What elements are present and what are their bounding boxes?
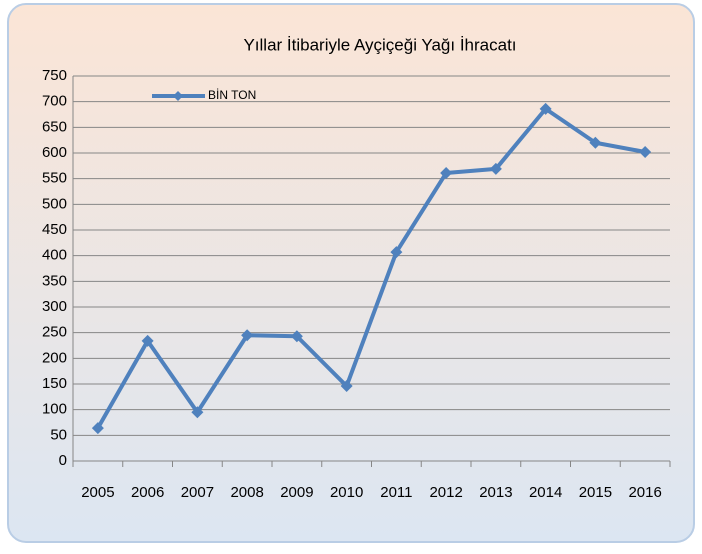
x-tick-label: 2015: [579, 484, 612, 501]
legend-label: BİN TON: [208, 88, 256, 102]
data-point: [290, 330, 303, 343]
data-point: [639, 145, 652, 158]
y-tick-label: 300: [42, 298, 67, 315]
y-tick-label: 150: [42, 375, 67, 392]
x-tick-label: 2012: [429, 484, 462, 501]
y-tick-label: 100: [42, 401, 67, 418]
y-tick-label: 650: [42, 118, 67, 135]
data-point: [589, 136, 602, 149]
y-tick-label: 450: [42, 221, 67, 238]
x-tick-label: 2014: [529, 484, 562, 501]
chart-title: Yıllar İtibariyle Ayçiçeği Yağı İhracatı: [243, 35, 516, 54]
y-tick-label: 0: [59, 452, 67, 469]
y-tick-label: 350: [42, 272, 67, 289]
x-tick-label: 2011: [380, 484, 412, 501]
y-tick-label: 700: [42, 93, 67, 110]
data-point: [390, 246, 403, 259]
x-tick-label: 2008: [230, 484, 263, 501]
data-point: [191, 406, 204, 419]
data-point: [241, 329, 254, 342]
data-point: [440, 167, 453, 180]
x-tick-label: 2013: [479, 484, 512, 501]
data-point: [489, 162, 502, 175]
x-tick-label: 2016: [628, 484, 661, 501]
y-tick-label: 500: [42, 195, 67, 212]
y-tick-label: 600: [42, 144, 67, 161]
x-tick-label: 2009: [280, 484, 313, 501]
x-tick-label: 2006: [131, 484, 164, 501]
x-tick-label: 2007: [181, 484, 214, 501]
x-tick-label: 2005: [81, 484, 114, 501]
legend-marker: [173, 91, 183, 101]
y-tick-label: 200: [42, 349, 67, 366]
data-point: [141, 334, 154, 347]
data-point: [340, 380, 353, 393]
y-tick-label: 550: [42, 170, 67, 187]
y-tick-label: 750: [42, 67, 67, 84]
y-tick-label: 50: [50, 426, 67, 443]
y-tick-label: 250: [42, 324, 67, 341]
data-point: [91, 422, 104, 435]
series-line: [96, 106, 646, 430]
x-tick-label: 2010: [330, 484, 363, 501]
y-tick-label: 400: [42, 247, 67, 264]
data-point: [539, 102, 552, 115]
